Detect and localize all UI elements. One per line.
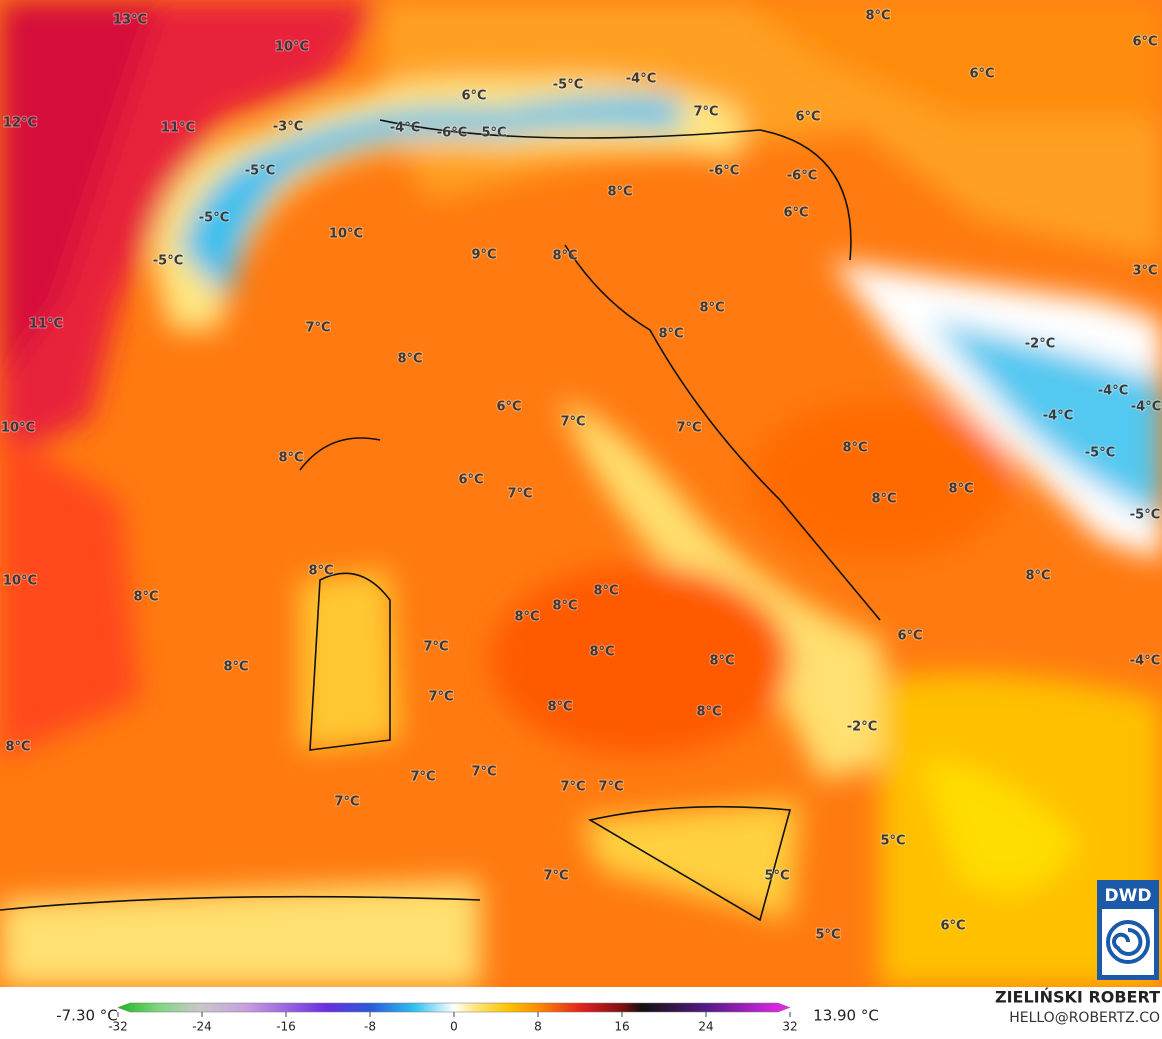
temperature-label: 12°C [3, 116, 37, 131]
temperature-label: 10°C [1, 421, 35, 436]
colorbar [117, 1002, 791, 1013]
map-labels: 13°C 10°C 12°C 11°C -3°C -4°C -6°C 5°C 6°C -5°C -4… [0, 8, 1162, 944]
temperature-label: 8°C [699, 301, 724, 316]
temperature-label: 7°C [428, 690, 453, 705]
temperature-label: 7°C [410, 770, 435, 785]
temperature-label: -2°C [1025, 337, 1055, 352]
dwd-logo: DWD [1097, 880, 1159, 980]
colorbar-tick-label: 8 [534, 1020, 542, 1034]
temperature-label: 7°C [543, 869, 568, 884]
temperature-label: -4°C [1131, 400, 1161, 415]
temperature-label: 8°C [696, 705, 721, 720]
temperature-label: 7°C [423, 640, 448, 655]
credit-contact: HELLO@ROBERTZ.CO [1009, 1010, 1160, 1026]
temperature-label: 7°C [560, 415, 585, 430]
temperature-label: 8°C [865, 9, 890, 24]
temperature-label: 8°C [607, 185, 632, 200]
temperature-label: -5°C [1130, 508, 1160, 523]
temperature-label: -4°C [390, 121, 420, 136]
colorbar-max-label: 13.90 °C [813, 1007, 879, 1025]
temperature-label: 8°C [871, 492, 896, 507]
temperature-label: 7°C [334, 795, 359, 810]
temperature-label: 7°C [693, 105, 718, 120]
colorbar-tick-label: -24 [192, 1020, 212, 1034]
temperature-label: 11°C [29, 317, 63, 332]
temperature-label: 7°C [676, 421, 701, 436]
temperature-label: 6°C [1132, 35, 1157, 50]
colorbar-ticks: -32 -24 -16 -8 0 8 16 24 32 [108, 1012, 798, 1034]
temperature-label: -6°C [787, 169, 817, 184]
temperature-label: 6°C [461, 89, 486, 104]
temperature-label: 3°C [1132, 264, 1157, 279]
temperature-label: 8°C [547, 700, 572, 715]
colorbar-min-label: -7.30 °C [56, 1007, 118, 1025]
temperature-label: 7°C [305, 321, 330, 336]
temperature-label: -6°C [437, 126, 467, 141]
temperature-label: 8°C [133, 590, 158, 605]
temperature-label: 9°C [471, 248, 496, 263]
temperature-label: 8°C [593, 584, 618, 599]
temperature-label: 10°C [275, 40, 309, 55]
logo-text: DWD [1105, 886, 1152, 906]
temperature-label: -4°C [1098, 384, 1128, 399]
temperature-label: -5°C [1085, 446, 1115, 461]
temperature-label: -4°C [1043, 409, 1073, 424]
temperature-label: 8°C [1025, 569, 1050, 584]
temperature-label: -4°C [626, 72, 656, 87]
temperature-label: 7°C [507, 487, 532, 502]
temperature-label: 7°C [560, 780, 585, 795]
temperature-label: 7°C [471, 765, 496, 780]
credit-name: ZIELIŃSKI ROBERT [995, 988, 1160, 1007]
temperature-label: 5°C [880, 834, 905, 849]
temperature-label: 8°C [658, 327, 683, 342]
temperature-label: 6°C [795, 110, 820, 125]
temperature-label: 10°C [3, 574, 37, 589]
temperature-label: 8°C [948, 482, 973, 497]
temperature-label: 8°C [514, 610, 539, 625]
temperature-label: 6°C [897, 629, 922, 644]
temperature-label: 8°C [589, 645, 614, 660]
colorbar-tick-label: 24 [698, 1020, 713, 1034]
temperature-label: 5°C [764, 869, 789, 884]
temperature-label: 6°C [783, 206, 808, 221]
temperature-label: 7°C [598, 780, 623, 795]
temperature-label: -2°C [847, 720, 877, 735]
temperature-label: 6°C [496, 400, 521, 415]
temperature-label: 5°C [815, 928, 840, 943]
colorbar-tick-label: -16 [276, 1020, 296, 1034]
temperature-label: 6°C [458, 473, 483, 488]
temperature-label: -5°C [245, 164, 275, 179]
temperature-label: -5°C [199, 211, 229, 226]
temperature-label: 8°C [552, 599, 577, 614]
colorbar-tick-label: -32 [108, 1020, 128, 1034]
temperature-label: 6°C [940, 919, 965, 934]
temperature-label: 8°C [278, 451, 303, 466]
temperature-label: 8°C [709, 654, 734, 669]
temperature-label: -5°C [153, 254, 183, 269]
temperature-label: 8°C [5, 740, 30, 755]
temperature-label: 13°C [113, 13, 147, 28]
colorbar-tick-label: 16 [614, 1020, 629, 1034]
map-background [0, 0, 1162, 987]
temperature-label: -5°C [553, 78, 583, 93]
colorbar-tick-label: 32 [782, 1020, 797, 1034]
temperature-label: 8°C [397, 352, 422, 367]
temperature-label: -6°C [709, 164, 739, 179]
temperature-label: 5°C [481, 126, 506, 141]
colorbar-tick-label: -8 [364, 1020, 376, 1034]
temperature-label: 11°C [161, 121, 195, 136]
temperature-label: 8°C [223, 660, 248, 675]
temperature-label: 10°C [329, 227, 363, 242]
temperature-label: 8°C [552, 249, 577, 264]
temperature-label: 8°C [308, 564, 333, 579]
colorbar-tick-label: 0 [450, 1020, 458, 1034]
temperature-label: 6°C [969, 67, 994, 82]
temperature-label: 8°C [842, 441, 867, 456]
temperature-label: -4°C [1130, 654, 1160, 669]
temperature-label: -3°C [273, 120, 303, 135]
